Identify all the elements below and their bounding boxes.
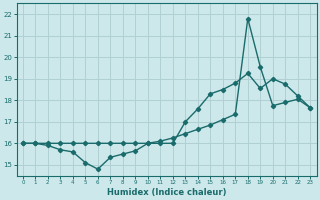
- X-axis label: Humidex (Indice chaleur): Humidex (Indice chaleur): [107, 188, 226, 197]
